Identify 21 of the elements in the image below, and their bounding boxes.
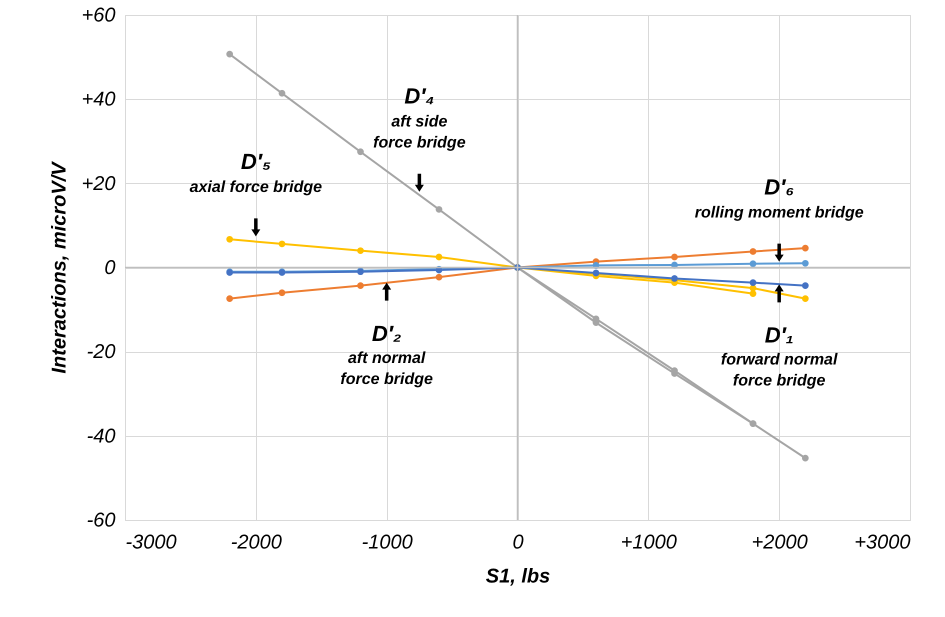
x-tick-label: -2000 bbox=[230, 532, 282, 554]
x-tick-label: +2000 bbox=[752, 532, 808, 554]
y-tick-label: +60 bbox=[82, 4, 116, 26]
x-tick-label: -1000 bbox=[362, 532, 413, 554]
x-tick-label: +1000 bbox=[620, 532, 677, 554]
annotation: D′₂ aft normal force bridge bbox=[340, 321, 433, 388]
x-tick-label: -3000 bbox=[126, 532, 177, 554]
y-axis-title: Interactions, microV/V bbox=[48, 160, 71, 374]
x-axis-title: S1, lbs bbox=[486, 566, 550, 588]
x-tick-label: 0 bbox=[512, 532, 524, 554]
annotation: D′₅ axial force bridge bbox=[190, 149, 322, 196]
annotation: D′₁ forward normal force bridge bbox=[720, 322, 838, 390]
y-tick-label: 0 bbox=[104, 257, 116, 279]
y-tick-label: +40 bbox=[82, 88, 116, 111]
y-tick-label: +20 bbox=[82, 172, 116, 195]
y-tick-label: -20 bbox=[86, 341, 116, 364]
y-tick-label: -60 bbox=[86, 510, 116, 532]
y-tick-label: -40 bbox=[86, 425, 116, 448]
annotation: D′₄ aft side force bridge bbox=[373, 83, 466, 152]
annotation: D′₆ rolling moment bridge bbox=[694, 174, 864, 222]
x-tick-label: +3000 bbox=[854, 532, 910, 554]
